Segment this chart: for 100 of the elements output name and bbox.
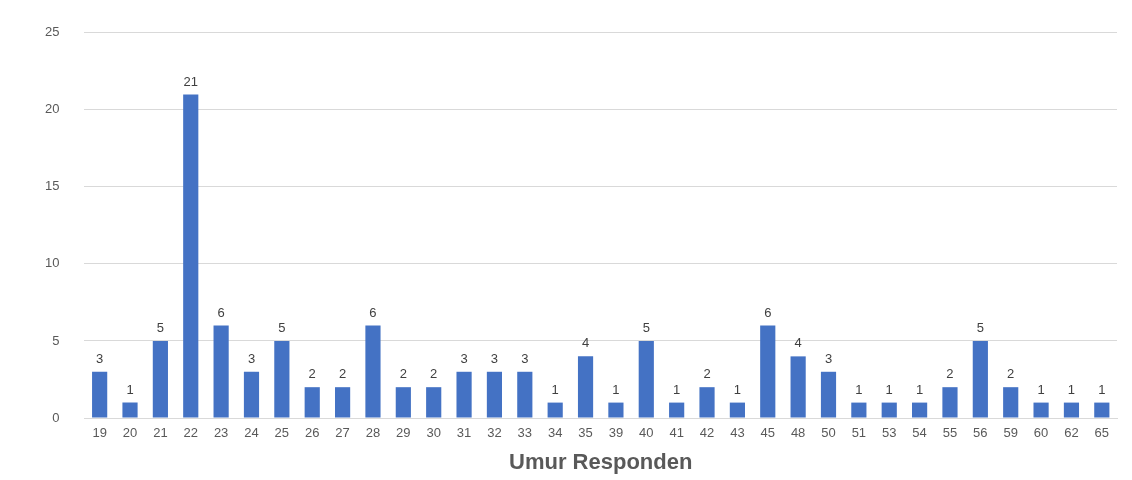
x-tick-label: 19: [92, 425, 107, 441]
bar: [851, 402, 867, 418]
x-tick-label: 39: [608, 425, 624, 441]
data-label: 2: [1007, 366, 1015, 382]
bar: [1063, 402, 1080, 418]
x-tick-label: 48: [790, 425, 806, 441]
bar: [972, 340, 988, 418]
bar: [152, 340, 168, 418]
bar: [760, 325, 776, 418]
bar: [790, 356, 806, 418]
x-tick-label: 24: [244, 425, 259, 441]
data-label: 2: [430, 366, 438, 382]
bar: [183, 94, 199, 418]
data-label: 2: [399, 366, 407, 382]
y-tick-label: 20: [44, 101, 60, 117]
x-tick-label: 43: [730, 425, 745, 441]
y-tick-label: 5: [52, 332, 60, 348]
data-label: 5: [642, 320, 650, 336]
bar: [456, 371, 472, 418]
bar: [608, 402, 624, 418]
x-tick-label: 34: [547, 425, 563, 441]
x-tick-label: 53: [882, 425, 897, 441]
x-axis-title: Umur Responden: [509, 448, 693, 474]
data-label: 6: [764, 304, 772, 320]
bar: [517, 371, 533, 418]
bar: [122, 402, 138, 418]
y-tick-label: 0: [52, 409, 60, 425]
x-tick-label: 29: [396, 425, 411, 441]
data-label: 5: [278, 320, 286, 336]
bar: [243, 371, 260, 418]
x-tick-label: 31: [456, 425, 472, 441]
x-tick-label: 55: [942, 425, 958, 441]
x-tick-label: 20: [122, 425, 138, 441]
bar: [486, 371, 503, 418]
bar: [820, 371, 837, 418]
bar: [1033, 402, 1049, 418]
x-tick-label: 60: [1033, 425, 1049, 441]
x-tick-label: 54: [912, 425, 927, 441]
bar: [638, 340, 654, 418]
bar: [274, 340, 290, 418]
x-tick-label: 30: [426, 425, 441, 441]
x-tick-label: 23: [213, 425, 229, 441]
x-tick-label: 59: [1003, 425, 1018, 441]
bar: [92, 371, 108, 418]
data-label: 2: [703, 366, 711, 382]
data-label: 1: [915, 381, 924, 397]
x-tick-label: 33: [517, 425, 533, 441]
bar: [1094, 402, 1110, 418]
data-label: 1: [612, 381, 620, 397]
x-tick-label: 22: [183, 425, 198, 441]
bar: [365, 325, 381, 418]
y-tick-label: 25: [44, 24, 60, 40]
data-label: 1: [551, 381, 559, 397]
data-label: 6: [217, 304, 225, 320]
bar: [729, 402, 745, 418]
x-tick-label: 56: [973, 425, 988, 441]
x-tick-label: 27: [335, 425, 350, 441]
bar: [1003, 387, 1019, 418]
bar: [699, 387, 715, 418]
x-tick-label: 35: [578, 425, 593, 441]
x-tick-label: 65: [1094, 425, 1110, 441]
bar: [912, 402, 928, 418]
x-tick-label: 41: [669, 425, 684, 441]
bar: [547, 402, 563, 418]
bar: [213, 325, 229, 418]
data-label: 3: [460, 350, 468, 366]
data-label: 3: [247, 350, 256, 366]
x-tick-label: 51: [851, 425, 867, 441]
data-label: 6: [369, 304, 377, 320]
y-tick-label: 10: [44, 255, 60, 271]
x-tick-label: 45: [760, 425, 775, 441]
bar: [881, 402, 897, 418]
data-label: 3: [824, 350, 833, 366]
x-tick-label: 25: [274, 425, 290, 441]
bar: [942, 387, 958, 418]
data-label: 3: [521, 350, 529, 366]
x-tick-label: 62: [1064, 425, 1079, 441]
x-tick-label: 28: [365, 425, 381, 441]
data-label: 1: [673, 381, 681, 397]
data-label: 4: [581, 335, 590, 351]
data-label: 1: [126, 381, 134, 397]
x-tick-label: 21: [153, 425, 168, 441]
x-tick-label: 40: [639, 425, 654, 441]
bar: [669, 402, 685, 418]
data-label: 5: [156, 320, 164, 336]
data-label: 1: [1098, 381, 1106, 397]
x-tick-label: 32: [487, 425, 502, 441]
data-label: 1: [855, 381, 863, 397]
data-label: 21: [183, 73, 198, 89]
data-label: 2: [338, 366, 347, 382]
data-label: 4: [794, 335, 802, 351]
y-tick-label: 15: [44, 178, 60, 194]
bar: [304, 387, 320, 418]
x-tick-label: 50: [821, 425, 836, 441]
data-label: 3: [490, 350, 499, 366]
data-label: 3: [96, 350, 104, 366]
data-label: 1: [1037, 381, 1045, 397]
data-label: 1: [1067, 381, 1076, 397]
data-label: 2: [946, 366, 954, 382]
data-label: 1: [733, 381, 742, 397]
